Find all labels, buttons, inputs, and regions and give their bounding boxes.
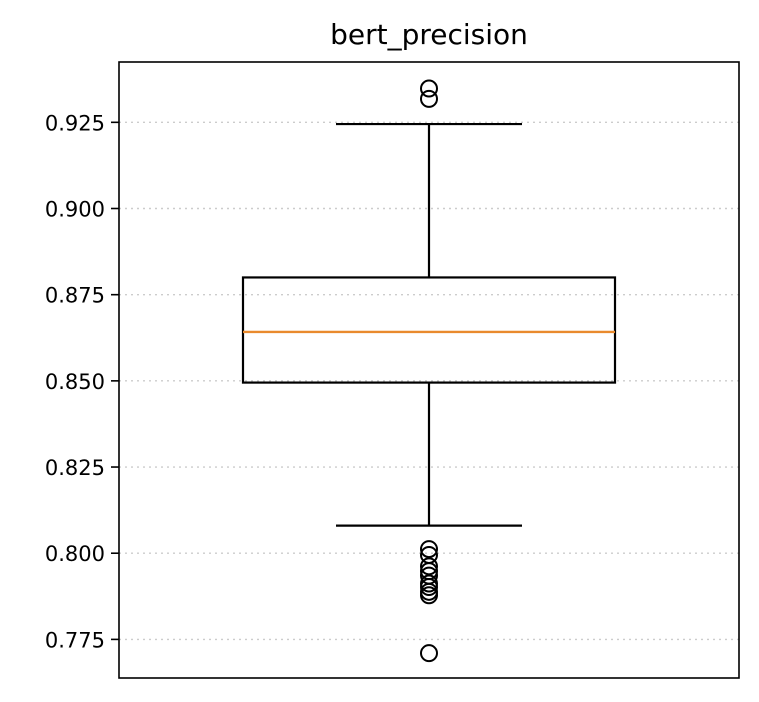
y-tick-label: 0.850	[45, 370, 105, 394]
y-tick-label: 0.900	[45, 198, 105, 222]
outlier-point	[420, 79, 438, 98]
outlier-point	[420, 557, 438, 576]
plot-area	[241, 79, 617, 663]
y-tick-label: 0.925	[45, 111, 105, 135]
outlier-point	[420, 577, 438, 596]
outlier-point	[420, 540, 438, 559]
axes-frame	[118, 61, 740, 679]
chart-title: bert_precision	[330, 18, 528, 51]
y-tick-label: 0.800	[45, 542, 105, 566]
interquartile-box	[241, 276, 617, 384]
outlier-point	[420, 644, 438, 663]
outlier-point	[420, 89, 438, 108]
y-axis: 0.775 0.800 0.825 0.850 0.875 0.900 0.925	[45, 111, 119, 652]
outlier-point	[420, 586, 438, 605]
grid-lines	[119, 121, 739, 641]
y-tick-label: 0.775	[45, 628, 105, 652]
y-tick-label: 0.875	[45, 284, 105, 308]
y-tick-label: 0.825	[45, 456, 105, 480]
